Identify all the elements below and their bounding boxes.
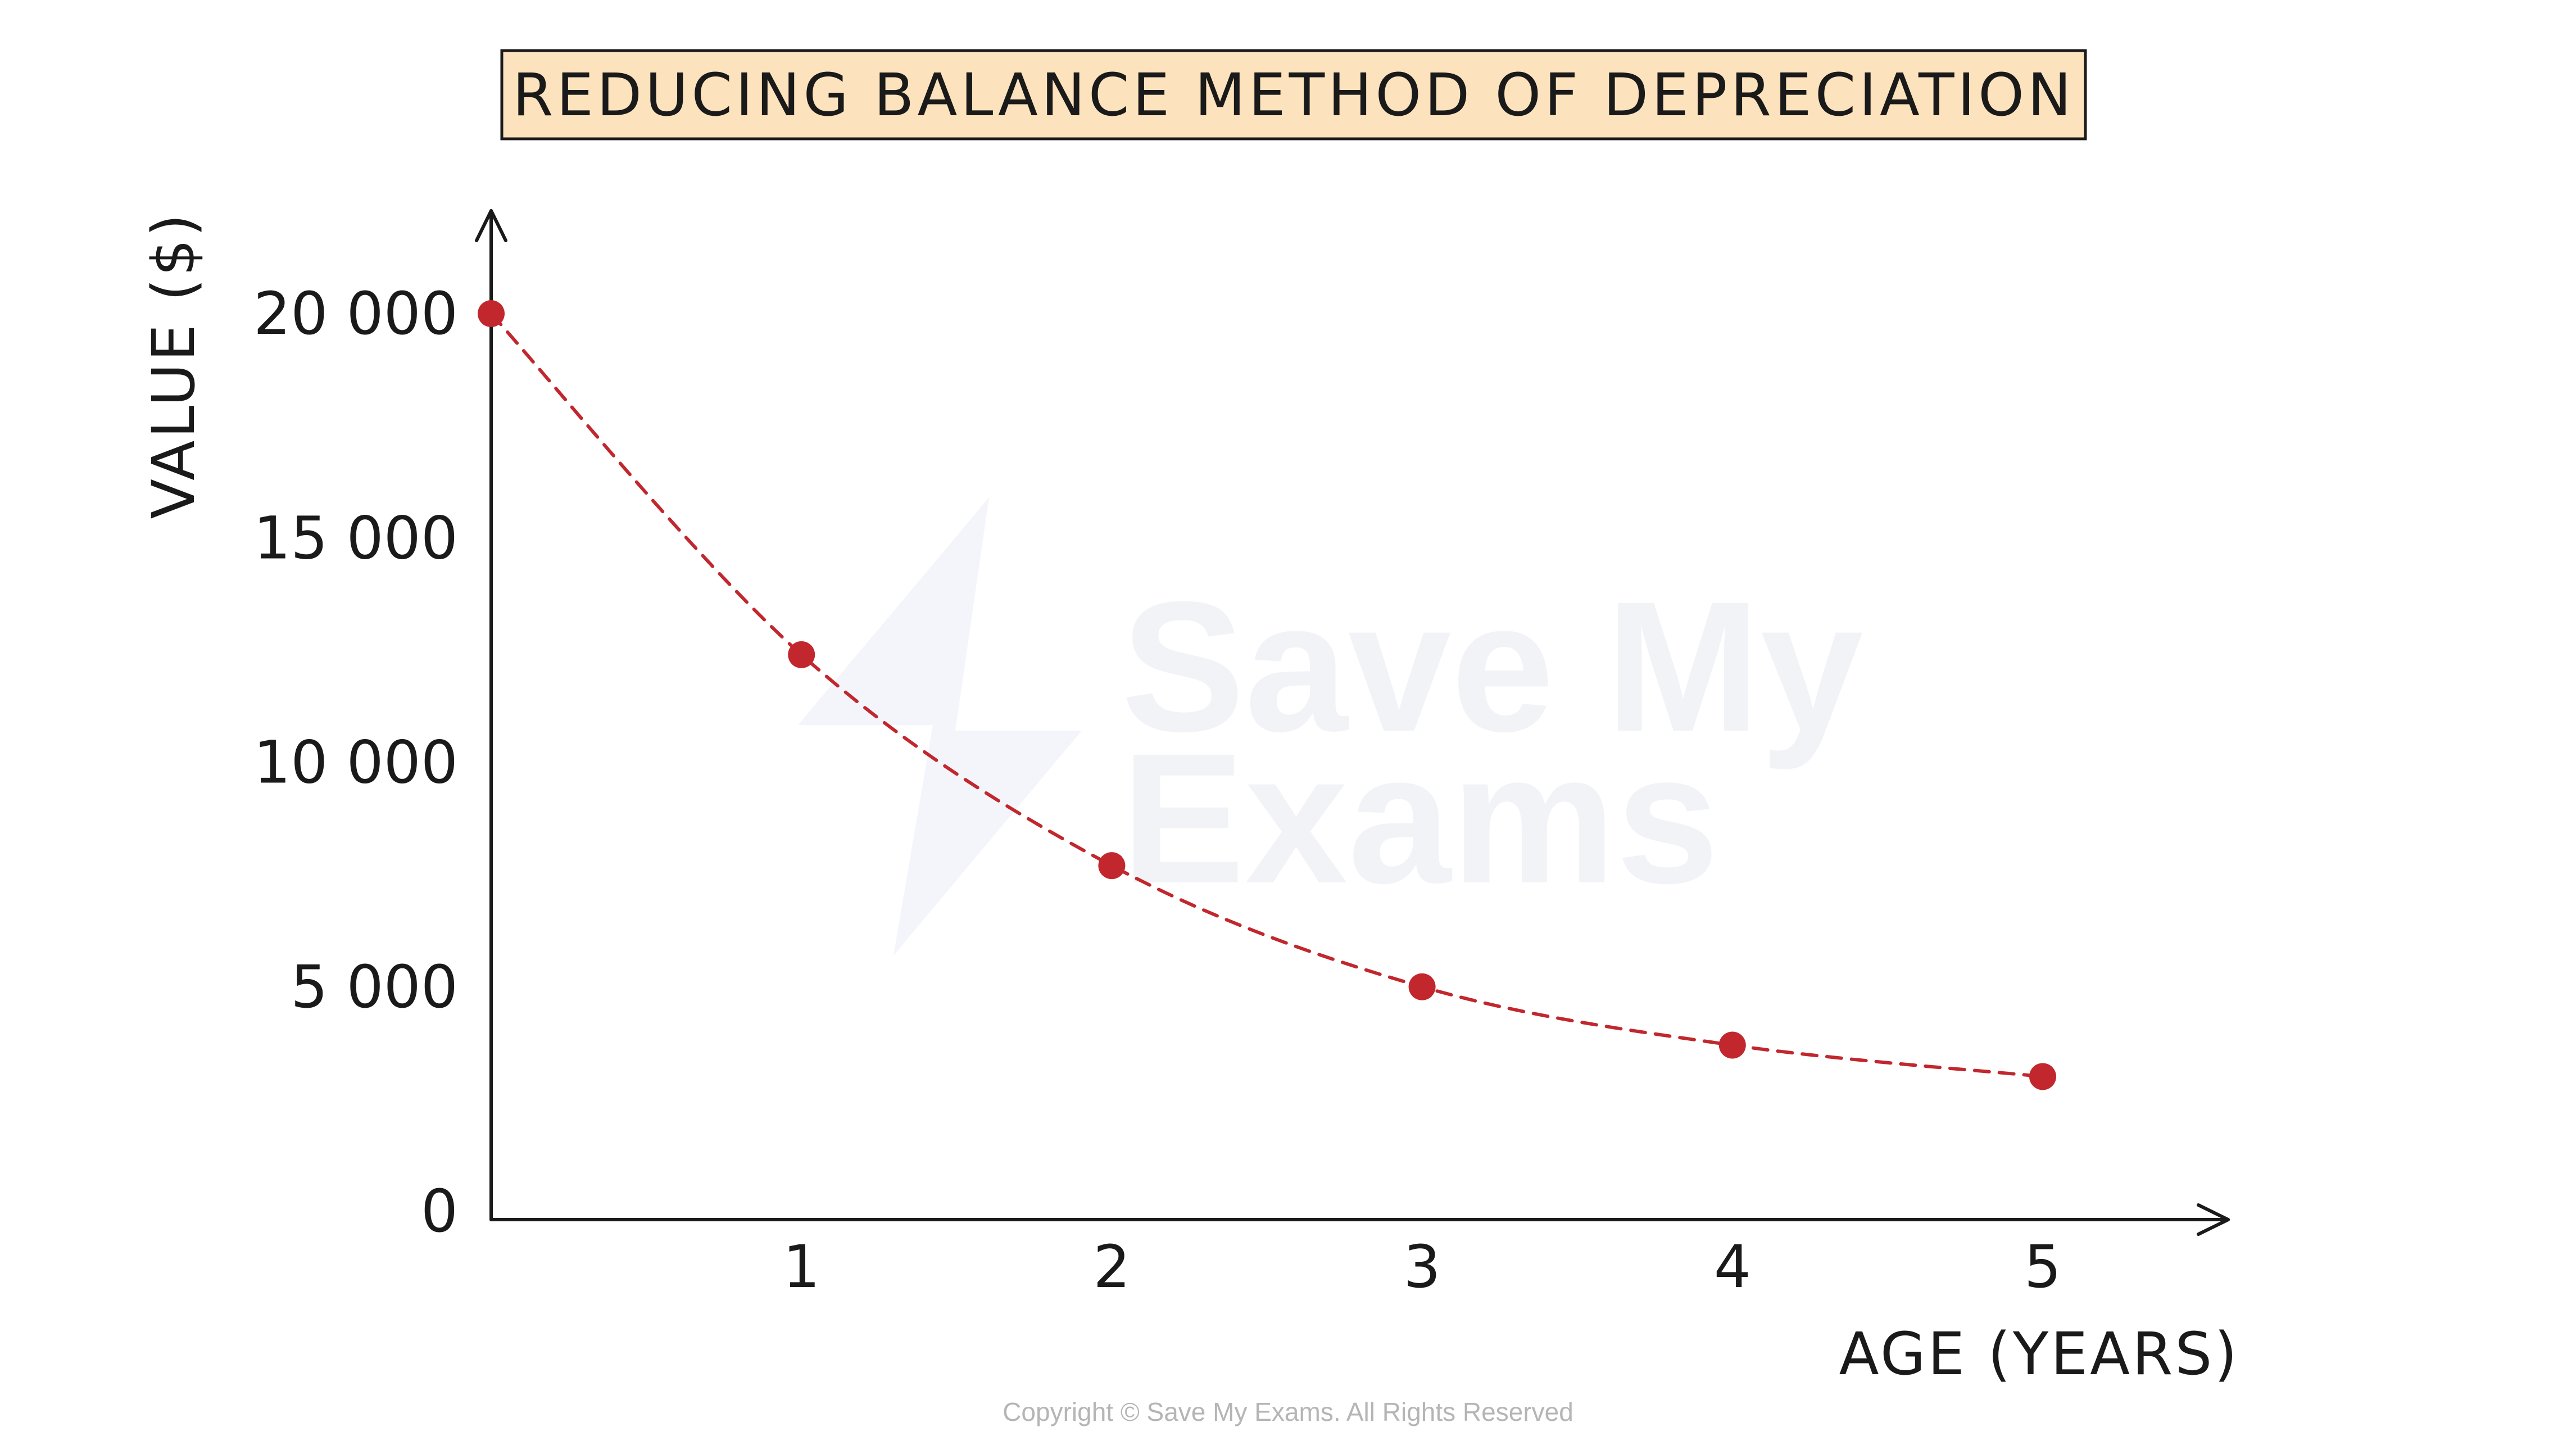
- x-tick-label: 5: [2024, 1233, 2061, 1301]
- x-tick-label: 4: [1714, 1233, 1751, 1301]
- data-point: [1098, 852, 1126, 880]
- data-point: [788, 641, 815, 668]
- axes: [475, 209, 2230, 1236]
- y-tick-label: 0: [421, 1177, 458, 1245]
- x-tick-label: 1: [783, 1233, 820, 1301]
- data-point: [2029, 1063, 2056, 1090]
- copyright-footer: Copyright © Save My Exams. All Rights Re…: [1003, 1397, 1573, 1426]
- chart-title: REDUCING BALANCE METHOD OF DEPRECIATION: [513, 61, 2075, 129]
- x-tick-label: 3: [1404, 1233, 1441, 1301]
- chart-title-box: REDUCING BALANCE METHOD OF DEPRECIATION: [500, 49, 2087, 141]
- y-tick-labels: 0 5 000 10 000 15 000 20 000: [253, 279, 458, 1245]
- x-axis-arrow-icon: [2197, 1203, 2230, 1236]
- title-background: [500, 49, 2087, 141]
- series-line: [489, 312, 2044, 1079]
- y-tick-label: 20 000: [253, 279, 458, 348]
- y-tick-label: 5 000: [291, 953, 458, 1021]
- x-tick-label: 2: [1093, 1233, 1130, 1301]
- x-axis-title: AGE (YEARS): [1839, 1320, 2239, 1388]
- data-point: [478, 300, 505, 327]
- x-tick-labels: 1 2 3 4 5: [783, 1233, 2061, 1301]
- watermark-line-1: Save My: [1121, 563, 1865, 771]
- watermark: Save My Exams: [798, 497, 1865, 955]
- y-tick-label: 15 000: [253, 504, 458, 572]
- watermark-bolt-icon: [798, 497, 1082, 955]
- series-layer: [478, 300, 2056, 1090]
- y-tick-label: 10 000: [253, 728, 458, 797]
- data-point: [1718, 1031, 1746, 1059]
- data-point: [1408, 973, 1436, 1000]
- y-axis-arrow-icon: [475, 209, 507, 242]
- y-axis-title: VALUE ($): [139, 212, 208, 519]
- watermark-line-2: Exams: [1121, 714, 1719, 922]
